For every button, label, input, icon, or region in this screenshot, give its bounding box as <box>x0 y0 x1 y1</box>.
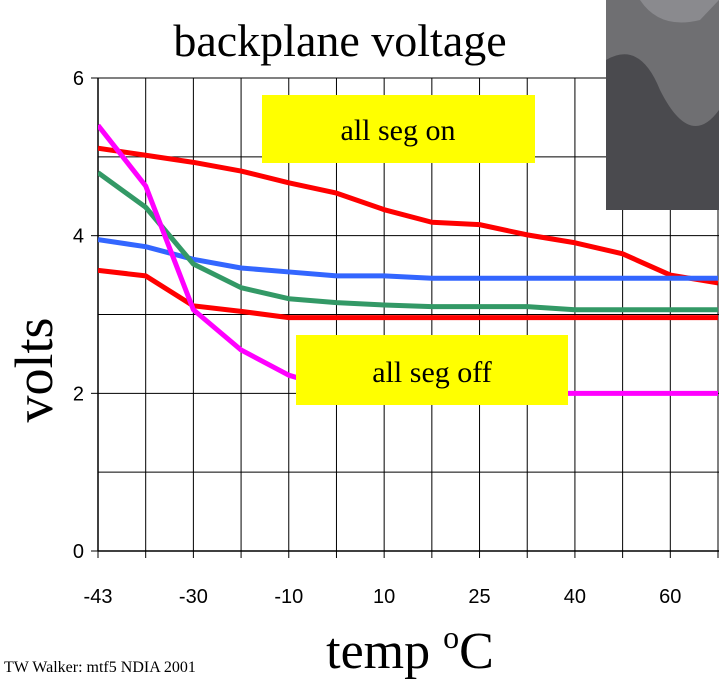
series-line <box>98 267 718 321</box>
x-tick-label: -10 <box>274 586 303 608</box>
y-tick-label: 0 <box>73 541 84 563</box>
annotation: all seg on <box>341 114 456 147</box>
x-tick-label: 10 <box>373 586 395 608</box>
footer: TW Walker: mtf5 NDIA 2001 <box>4 659 196 676</box>
series-line <box>98 237 718 281</box>
annotation-box <box>296 335 568 405</box>
y-axis-title: volts <box>4 317 64 422</box>
annotation-box <box>262 95 535 163</box>
y-tick-label: 6 <box>73 68 84 90</box>
photo-shade <box>640 0 719 23</box>
x-axis-title: temp oC <box>326 619 494 680</box>
x-tick-label: 60 <box>659 586 681 608</box>
annotation: all seg off <box>372 356 491 389</box>
chart-title: backplane voltage <box>173 15 506 66</box>
series-line <box>98 170 718 313</box>
x-tick-label: -30 <box>179 586 208 608</box>
x-tick-label: 40 <box>564 586 586 608</box>
y-tick-label: 4 <box>73 226 84 248</box>
series-line <box>98 145 719 286</box>
x-axis-title-unit: C <box>459 623 494 680</box>
x-tick-label: 25 <box>468 586 490 608</box>
x-tick-label: -43 <box>84 586 113 608</box>
photo-shade <box>606 54 719 211</box>
x-axis-title-text: temp <box>326 623 443 680</box>
y-tick-label: 2 <box>73 383 84 405</box>
x-axis-title-sup: o <box>443 619 459 655</box>
